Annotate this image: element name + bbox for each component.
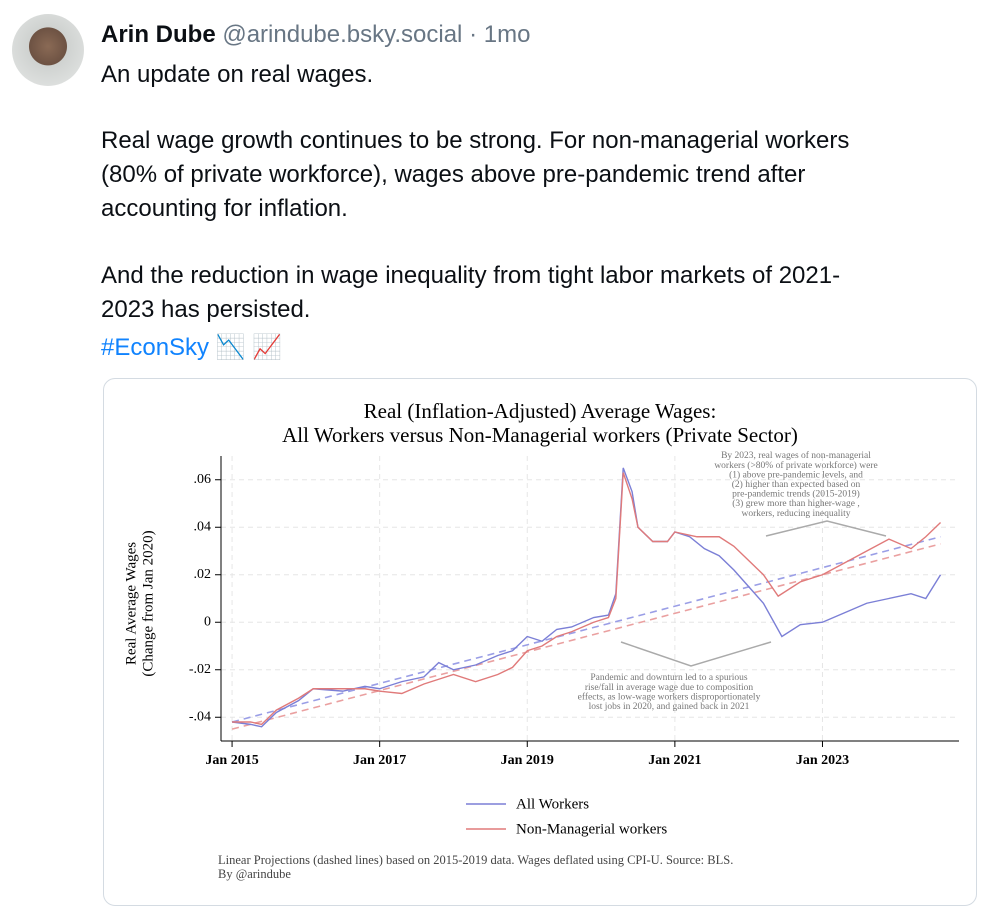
post-text-line: An update on real wages.: [101, 61, 374, 88]
x-tick-label: Jan 2015: [205, 753, 258, 768]
post-text-line: accounting for inflation.: [101, 195, 348, 222]
annotation: workers, reducing inequality: [742, 509, 851, 519]
y-tick-label: .02: [194, 567, 212, 582]
projection-line: [231, 535, 941, 723]
legend-label: Non-Managerial workers: [516, 821, 667, 837]
caption: By @arindube: [218, 867, 291, 881]
annotation: (3) grew more than higher-wage ,: [732, 498, 859, 509]
x-tick-label: Jan 2023: [796, 753, 849, 768]
y-tick-label: .06: [194, 472, 212, 487]
annotation: workers (>80% of private workforce) were: [714, 460, 877, 471]
annotation: (2) higher than expected based on: [732, 479, 861, 490]
annotation: (1) above pre-pandemic levels, and: [729, 469, 863, 480]
emoji: 📉 📈: [215, 334, 283, 361]
y-tick-label: -.02: [189, 662, 211, 677]
post-text-line: And the reduction in wage inequality fro…: [101, 262, 841, 289]
avatar[interactable]: [12, 14, 84, 86]
annotation: pre-pandemic trends (2015-2019): [732, 489, 860, 500]
y-tick-label: .04: [194, 519, 212, 534]
caption: Linear Projections (dashed lines) based …: [218, 853, 733, 867]
series-line: [231, 467, 942, 728]
post-text-line: Real wage growth continues to be strong.…: [101, 127, 850, 154]
x-tick-label: Jan 2019: [501, 753, 554, 768]
handle[interactable]: @arindube.bsky.social: [222, 21, 463, 48]
chart-title: All Workers versus Non-Managerial worker…: [282, 423, 798, 447]
post-text-line: (80% of private workforce), wages above …: [101, 161, 806, 188]
x-tick-label: Jan 2017: [353, 753, 406, 768]
hashtag[interactable]: #EconSky: [101, 334, 210, 361]
time[interactable]: 1mo: [483, 21, 531, 48]
annotation: By 2023, real wages of non-managerial: [721, 450, 871, 461]
y-axis-label: Real Average Wages: [123, 542, 139, 665]
projection-line: [231, 543, 941, 730]
series-line: [232, 472, 942, 726]
separator: ·: [469, 21, 478, 48]
x-tick-label: Jan 2021: [648, 753, 701, 768]
annotation: rise/fall in average wage due to composi…: [585, 682, 754, 693]
annotation: lost jobs in 2020, and gained back in 20…: [589, 702, 750, 712]
legend-label: All Workers: [516, 796, 589, 812]
tags: #EconSky 📉 📈: [101, 333, 282, 362]
annotation-bracket: [765, 520, 887, 537]
chart: Real (Inflation-Adjusted) Average Wages:…: [123, 399, 959, 881]
image-card[interactable]: Real (Inflation-Adjusted) Average Wages:…: [103, 378, 977, 906]
y-tick-label: -.04: [189, 709, 211, 724]
annotation: effects, as low-wage workers disproporti…: [578, 691, 761, 702]
chart-title: Real (Inflation-Adjusted) Average Wages:: [364, 399, 717, 423]
y-axis-label: (Change from Jan 2020): [140, 530, 156, 676]
author[interactable]: Arin Dube: [101, 21, 216, 48]
y-tick-label: 0: [204, 614, 211, 629]
post-text-line: 2023 has persisted.: [101, 296, 311, 323]
annotation: Pandemic and downturn led to a spurious: [590, 673, 748, 683]
post-header: Arin Dube @arindube.bsky.social · 1mo: [101, 21, 530, 49]
annotation-bracket: [620, 641, 772, 667]
